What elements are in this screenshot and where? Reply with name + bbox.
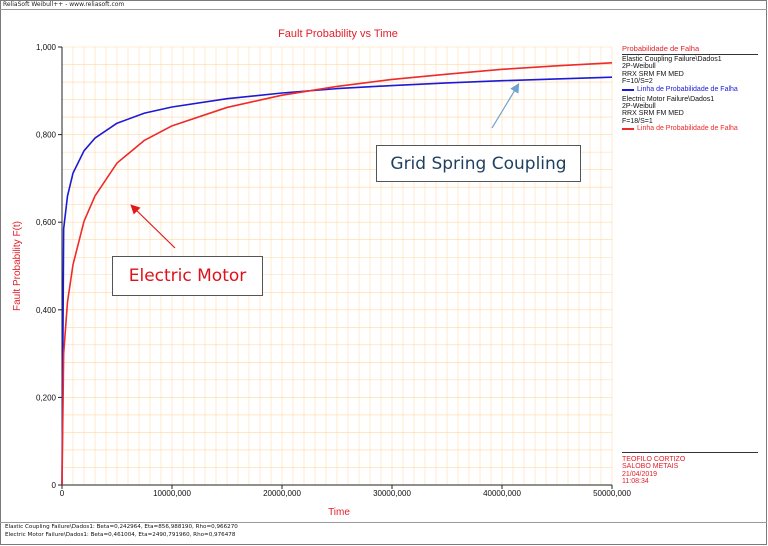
electric-motor-arrow: [130, 204, 176, 249]
y-tick-label: 0,800: [36, 131, 57, 140]
footer-params-electric-motor: Electric Motor Failure\Dados1: Beta=0,46…: [5, 532, 236, 538]
legend-series-row: Linha de Probabilidade de Falha: [622, 125, 758, 133]
legend-entry-dataset: Elastic Coupling Failure\Dados1: [622, 56, 722, 63]
y-axis-label: Fault Probability F(t): [12, 221, 23, 311]
grid-spring-coupling-label: Grid Spring Coupling: [390, 153, 567, 174]
x-axis-label: Time: [328, 507, 350, 518]
y-tick-label: 0,200: [36, 393, 57, 402]
y-tick-label: 0: [52, 481, 57, 490]
legend-series-label: Linha de Probabilidade de Falha: [637, 125, 738, 133]
legend-divider: [622, 54, 758, 55]
info-time: 11:08:34: [622, 478, 649, 486]
footer-params-elastic-coupling: Elastic Coupling Failure\Dados1: Beta=0,…: [5, 524, 238, 530]
legend-entry-elastic-coupling: Elastic Coupling Failure\Dados1 2P-Weibu…: [622, 56, 758, 94]
info-panel: TEOFILO CORTIZO SALOBO METAIS 21/04/2019…: [622, 452, 758, 486]
chart-tick-labels: 0 10000,000 20000,000 30000,000 40000,000 500…: [36, 43, 631, 498]
legend-swatch-red: [622, 128, 634, 131]
legend-entry-counts: F=18/S=1: [622, 117, 653, 125]
legend-entry-method: RRX SRM FM MED: [622, 110, 684, 118]
window-title: ReliaSoft Weibull++ - www.reliasoft.com: [3, 1, 125, 8]
legend-entry-counts: F=10/S=2: [622, 78, 653, 86]
info-divider: [622, 452, 758, 453]
footer-divider: [0, 522, 767, 523]
legend-entry-model: 2P-Weibull: [622, 63, 656, 71]
grid-spring-arrow: [491, 82, 520, 129]
y-tick-label: 1,000: [36, 43, 57, 52]
legend-swatch-blue: [622, 88, 634, 91]
chart-series: [61, 61, 613, 486]
annotation-arrows: [130, 82, 520, 249]
legend-entry-electric-motor: Electric Motor Failure\Dados1 2P-Weibull…: [622, 96, 758, 134]
x-tick-label: 50000,000: [593, 489, 631, 498]
electric-motor-label: Electric Motor: [128, 266, 247, 286]
title-divider: [0, 9, 767, 10]
series-line-electric-motor: [61, 61, 613, 486]
legend-header: Probabilidade de Falha: [622, 44, 700, 53]
info-user: TEOFILO CORTIZO: [622, 456, 686, 463]
grid-spring-coupling-callout: Grid Spring Coupling: [376, 145, 581, 182]
legend-series-row: Linha de Probabilidade de Falha: [622, 86, 758, 94]
series-line-elastic-coupling: [61, 76, 613, 486]
x-tick-label: 40000,000: [483, 489, 521, 498]
legend-panel: Probabilidade de Falha Elastic Coupling …: [622, 44, 758, 135]
y-tick-label: 0,400: [36, 306, 57, 315]
parameters-footer: Elastic Coupling Failure\Dados1: Beta=0,…: [0, 522, 767, 545]
info-company: SALOBO METAIS: [622, 463, 679, 471]
chart-title: Fault Probability vs Time: [278, 28, 398, 40]
x-tick-label: 30000,000: [373, 489, 411, 498]
x-tick-label: 10000,000: [153, 489, 191, 498]
x-tick-label: 0: [60, 489, 65, 498]
legend-series-label: Linha de Probabilidade de Falha: [637, 85, 738, 93]
info-date: 21/04/2019: [622, 470, 658, 478]
legend-entry-method: RRX SRM FM MED: [622, 70, 684, 78]
electric-motor-callout: Electric Motor: [112, 256, 263, 296]
y-tick-label: 0,600: [36, 218, 57, 227]
legend-entry-dataset: Electric Motor Failure\Dados1: [622, 95, 715, 103]
legend-entry-model: 2P-Weibull: [622, 103, 656, 111]
x-tick-label: 20000,000: [263, 489, 301, 498]
